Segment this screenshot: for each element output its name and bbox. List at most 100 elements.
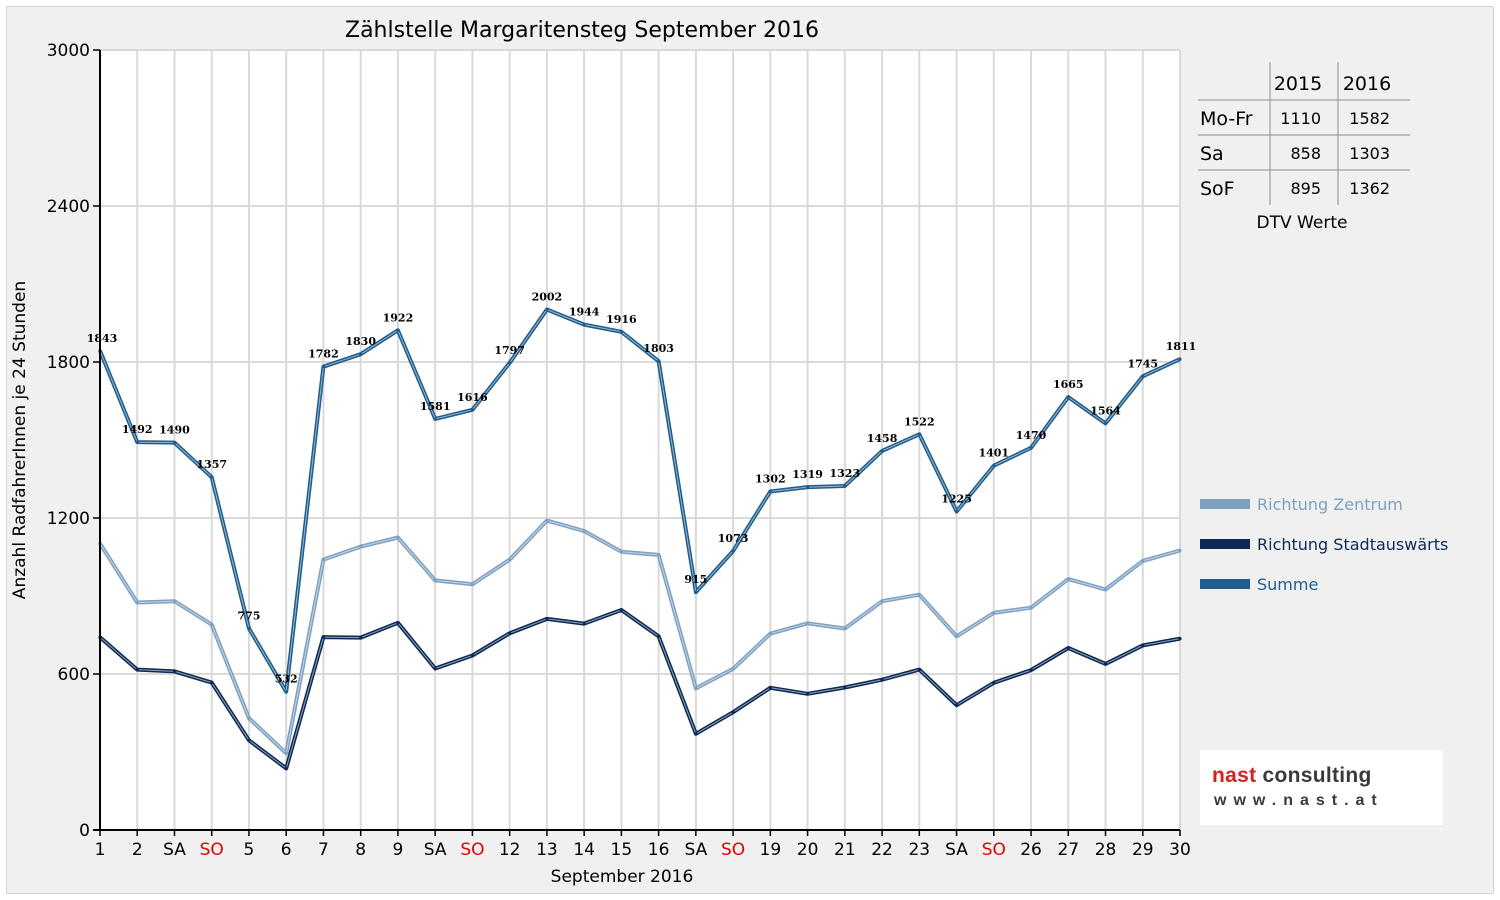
data-point: [992, 464, 996, 468]
data-point: [172, 599, 177, 603]
data-label: 1302: [755, 472, 786, 485]
dtv-value-2016: 1362: [1349, 179, 1390, 198]
data-point: [657, 359, 661, 363]
x-tick-label: 29: [1132, 840, 1154, 860]
data-point: [843, 685, 847, 690]
dtv-row-label: Mo-Fr: [1200, 108, 1253, 130]
x-tick-label: 15: [611, 840, 633, 860]
x-tick-label: 27: [1057, 840, 1079, 860]
data-label: 1830: [345, 335, 376, 348]
data-label: 1522: [904, 415, 935, 428]
x-tick-label: 1: [95, 840, 106, 860]
data-label: 1225: [941, 493, 972, 506]
x-tick-label: SA: [163, 840, 186, 860]
data-point: [135, 600, 139, 605]
x-tick-label: 13: [536, 840, 558, 860]
data-point: [917, 593, 921, 597]
dtv-header-2015: 2015: [1274, 73, 1322, 95]
data-point: [545, 519, 549, 523]
data-point: [657, 634, 661, 638]
data-point: [694, 686, 698, 690]
data-point: [321, 635, 326, 639]
x-tick-label: SO: [982, 840, 1006, 860]
data-label: 1564: [1090, 404, 1121, 417]
data-point: [433, 666, 437, 671]
data-point: [1178, 548, 1182, 553]
data-point: [247, 738, 251, 742]
x-tick-label: 14: [573, 840, 595, 860]
data-label: 1843: [87, 332, 118, 345]
data-point: [321, 558, 326, 562]
data-point: [545, 617, 549, 621]
x-tick-label: 22: [871, 840, 893, 860]
dtv-header-2016: 2016: [1343, 73, 1391, 95]
data-point: [508, 558, 512, 562]
data-point: [880, 449, 884, 453]
data-point: [880, 599, 884, 603]
data-point: [284, 766, 288, 770]
data-point: [954, 634, 959, 638]
data-point: [1066, 646, 1070, 650]
data-point: [1103, 587, 1108, 592]
data-label: 532: [275, 673, 298, 686]
x-tick-label: 6: [281, 840, 292, 860]
x-tick-label: SO: [721, 840, 745, 860]
data-point: [1029, 446, 1033, 450]
data-label: 1797: [494, 344, 525, 357]
data-point: [470, 653, 475, 658]
data-point: [582, 529, 586, 533]
dtv-row-label: SoF: [1200, 178, 1235, 200]
data-point: [694, 732, 698, 736]
data-point: [1066, 577, 1070, 581]
dtv-caption: DTV Werte: [1257, 213, 1348, 233]
x-tick-label: 19: [760, 840, 782, 860]
x-tick-label: SA: [684, 840, 707, 860]
data-label: 1490: [159, 424, 190, 437]
x-tick-label: 28: [1095, 840, 1117, 860]
x-axis-label: September 2016: [551, 867, 694, 887]
dtv-value-2015: 895: [1290, 179, 1321, 198]
legend-swatch: [1200, 579, 1250, 589]
data-label: 775: [237, 610, 260, 623]
data-label: 915: [684, 573, 707, 586]
x-tick-label: 7: [318, 840, 329, 860]
y-tick-label: 1800: [47, 353, 90, 373]
data-point: [619, 608, 623, 612]
data-label: 1581: [420, 400, 451, 413]
data-label: 1319: [792, 468, 823, 481]
data-point: [247, 626, 251, 631]
data-point: [805, 621, 810, 625]
y-tick-label: 0: [79, 821, 90, 841]
x-tick-label: 8: [355, 840, 366, 860]
x-tick-label: 12: [499, 840, 521, 860]
data-point: [359, 636, 363, 640]
series-line-highlight-0: [99, 520, 1181, 754]
data-point: [582, 322, 586, 327]
data-label: 1665: [1053, 378, 1084, 391]
data-point: [619, 330, 623, 334]
data-point: [805, 485, 810, 489]
logo-nast: nast: [1212, 764, 1257, 787]
data-point: [768, 686, 772, 690]
x-tick-label: 23: [908, 840, 930, 860]
x-tick-label: SA: [945, 840, 968, 860]
series-line-highlight-2: [99, 309, 1181, 693]
data-point: [768, 632, 772, 636]
data-point: [396, 328, 400, 332]
x-tick-label: 30: [1169, 840, 1191, 860]
legend-swatch: [1200, 499, 1250, 509]
x-tick-label: 2: [132, 840, 143, 860]
dtv-value-2015: 1110: [1280, 109, 1321, 128]
data-point: [396, 535, 400, 540]
data-point: [396, 621, 400, 625]
data-label: 1073: [718, 532, 749, 545]
data-label: 1944: [569, 306, 600, 319]
data-point: [954, 509, 959, 514]
data-point: [731, 549, 735, 553]
x-tick-label: SO: [460, 840, 484, 860]
data-point: [917, 432, 921, 436]
data-point: [247, 716, 251, 720]
data-label: 1616: [457, 391, 488, 404]
data-point: [768, 489, 772, 494]
data-label: 1922: [383, 311, 414, 324]
